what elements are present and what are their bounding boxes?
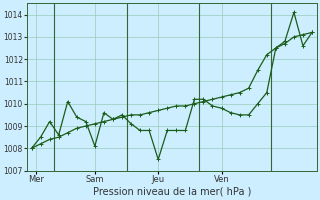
X-axis label: Pression niveau de la mer( hPa ): Pression niveau de la mer( hPa ) [92, 187, 251, 197]
